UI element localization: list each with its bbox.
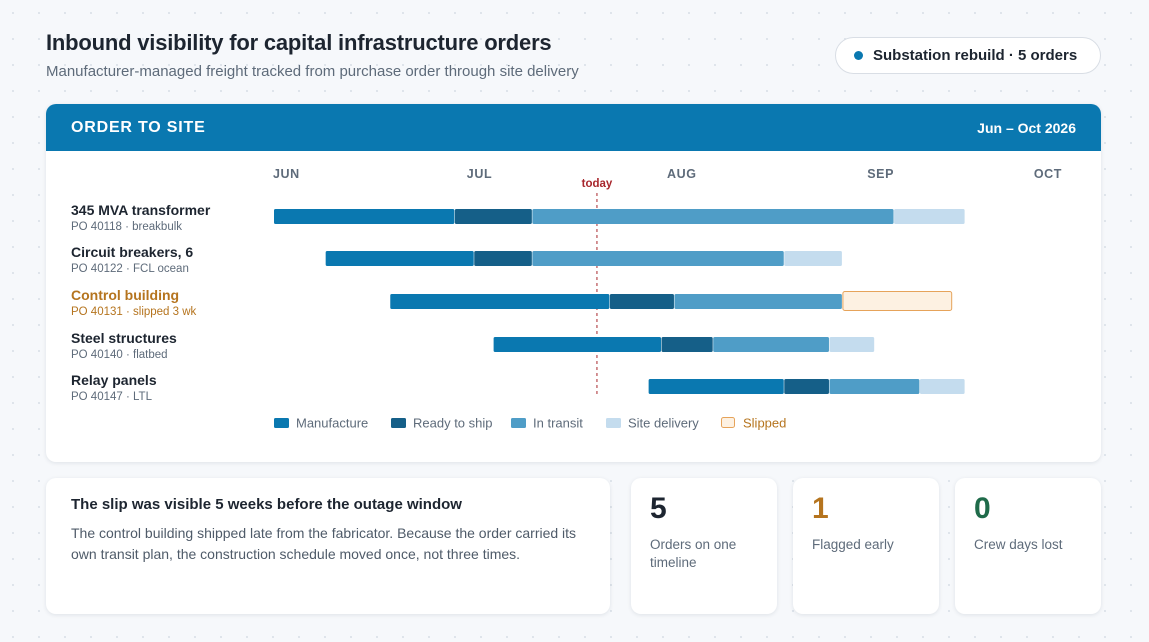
status-dot-icon: [854, 51, 863, 60]
order-detail: PO 40131 · slipped 3 wk: [71, 306, 197, 318]
x-tick-label: SEP: [867, 167, 894, 181]
card-header: ORDER TO SITE Jun – Oct 2026: [46, 104, 1101, 151]
bar-segment-transit: [674, 294, 842, 309]
bar-segment-ready: [609, 294, 674, 309]
page-subtitle: Manufacturer-managed freight tracked fro…: [46, 63, 579, 80]
x-tick-label: JUL: [467, 167, 492, 181]
bar-segment-transit: [829, 379, 920, 394]
summary-body: The control building shipped late from t…: [71, 525, 577, 562]
page-title: Inbound visibility for capital infrastru…: [46, 30, 552, 55]
bar-segment-ready: [474, 251, 532, 266]
bar-segment-manufacture: [493, 337, 662, 352]
order-detail: PO 40147 · LTL: [71, 391, 153, 403]
bar-segment-delivery: [894, 209, 965, 224]
order-detail: PO 40118 · breakbulk: [71, 221, 182, 233]
legend-swatch-slipped: [721, 417, 735, 428]
date-range-label: Jun – Oct 2026: [977, 119, 1076, 136]
stat-card-flagged: 1 Flagged early: [793, 478, 939, 614]
bar-segment-ready: [454, 209, 532, 224]
summary-title: The slip was visible 5 weeks before the …: [71, 496, 462, 513]
legend-label: Slipped: [743, 416, 786, 431]
bar-segment-transit: [713, 337, 829, 352]
bar-segment-delivery: [829, 337, 875, 352]
summary-panel: The slip was visible 5 weeks before the …: [46, 478, 610, 614]
order-name: 345 MVA transformer: [71, 202, 211, 218]
bar-segment-manufacture: [274, 209, 455, 224]
bar-segment-manufacture: [648, 379, 784, 394]
order-name: Circuit breakers, 6: [71, 244, 193, 260]
bar-segment-ready: [661, 337, 713, 352]
stat-value: 0: [974, 492, 991, 525]
stat-card-orders: 5 Orders on one timeline: [631, 478, 777, 614]
x-tick-label: OCT: [1034, 167, 1062, 181]
stat-value: 1: [812, 492, 829, 525]
project-chip-label: Substation rebuild · 5 orders: [873, 47, 1078, 64]
legend-label: In transit: [533, 416, 583, 431]
bar-segment-transit: [532, 251, 784, 266]
order-name: Control building: [71, 287, 179, 303]
legend-label: Ready to ship: [413, 416, 493, 431]
legend-swatch-ready: [391, 418, 406, 428]
stat-value: 5: [650, 492, 667, 525]
stat-label: Crew days lost: [974, 537, 1063, 552]
bar-segment-manufacture: [325, 251, 474, 266]
gantt-chart: JUN JUL AUG SEP OCT today 345 MVA transformer P…: [71, 167, 1062, 431]
stat-label: Orders on one timeline: [650, 537, 737, 570]
stat-card-crew-days: 0 Crew days lost: [955, 478, 1101, 614]
order-name: Relay panels: [71, 372, 157, 388]
bar-segment-transit: [532, 209, 894, 224]
legend-swatch-delivery: [606, 418, 621, 428]
stat-label: Flagged early: [812, 537, 894, 552]
card-title: ORDER TO SITE: [71, 118, 206, 136]
x-tick-label: JUN: [273, 167, 300, 181]
order-detail: PO 40140 · flatbed: [71, 349, 168, 361]
legend-label: Manufacture: [296, 416, 368, 431]
order-to-site-card: ORDER TO SITE Jun – Oct 2026 JUN JUL AUG SE…: [46, 104, 1101, 462]
legend-swatch-transit: [511, 418, 526, 428]
x-tick-label: AUG: [667, 167, 697, 181]
legend-swatch-manufacture: [274, 418, 289, 428]
legend-label: Site delivery: [628, 416, 699, 431]
bar-segment-delivery: [919, 379, 965, 394]
project-filter-chip[interactable]: Substation rebuild · 5 orders: [835, 37, 1101, 74]
bar-segment-manufacture: [390, 294, 610, 309]
bar-segment-ready: [784, 379, 829, 394]
today-label: today: [582, 178, 613, 190]
order-detail: PO 40122 · FCL ocean: [71, 263, 189, 275]
bar-segment-slipped: [842, 291, 953, 311]
order-name: Steel structures: [71, 330, 177, 346]
bar-segment-delivery: [784, 251, 842, 266]
